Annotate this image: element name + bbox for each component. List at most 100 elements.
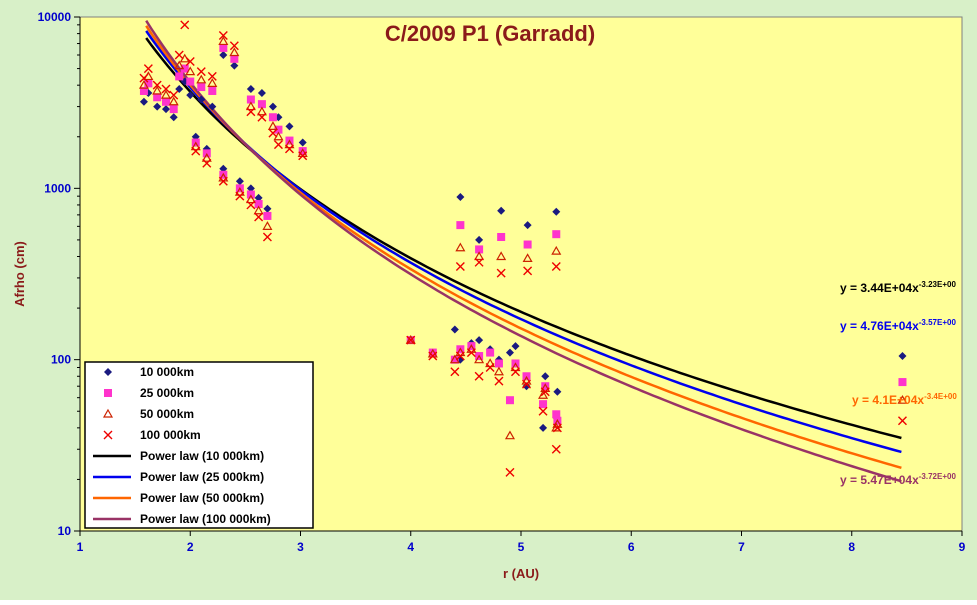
- data-point: [405, 334, 416, 344]
- data-point: [202, 158, 212, 168]
- data-point: [143, 64, 153, 74]
- legend-marker: [103, 430, 113, 440]
- data-point: [552, 410, 561, 419]
- data-point: [268, 113, 277, 122]
- data-point: [475, 336, 484, 345]
- data-point: [246, 200, 256, 210]
- data-point: [219, 51, 228, 60]
- axes: 1 2 3 4 5 6 7 8 9 10 100 1000 10000: [38, 10, 966, 554]
- data-point: [139, 86, 148, 95]
- data-point: [284, 144, 294, 154]
- data-point: [139, 73, 149, 83]
- data-points: [138, 20, 908, 477]
- data-point: [257, 89, 266, 98]
- data-point: [197, 83, 206, 92]
- data-point: [153, 102, 162, 111]
- data-point: [208, 102, 217, 111]
- data-point: [246, 107, 256, 117]
- data-point: [497, 206, 506, 215]
- y-tick-label: 1000: [44, 181, 71, 195]
- data-point: [551, 261, 561, 271]
- y-axis-title: Afrho (cm): [12, 241, 27, 307]
- data-point: [523, 266, 533, 276]
- data-point: [246, 184, 255, 193]
- chart-title: C/2009 P1 (Garradd): [385, 21, 595, 46]
- x-tick-label: 9: [959, 540, 966, 554]
- data-point: [510, 367, 520, 377]
- x-tick-label: 2: [187, 540, 194, 554]
- data-point: [207, 71, 217, 81]
- data-point: [428, 351, 438, 361]
- data-point: [169, 113, 178, 122]
- data-point: [898, 352, 907, 361]
- data-point: [139, 97, 148, 106]
- data-point: [510, 362, 521, 372]
- legend-label: 50 000km: [140, 407, 194, 421]
- data-point: [475, 235, 484, 244]
- data-point: [541, 372, 550, 381]
- data-point: [285, 122, 294, 131]
- data-point: [511, 342, 520, 351]
- data-point: [552, 207, 561, 216]
- data-point: [522, 253, 533, 262]
- trendline-equation: y = 5.47E+04x-3.72E+00: [840, 472, 956, 487]
- data-point: [466, 348, 476, 358]
- trendline-equations: y = 3.44E+04x-3.23E+00 y = 4.76E+04x-3.57…: [840, 280, 957, 487]
- data-point: [551, 245, 562, 255]
- legend-label: Power law (25 000km): [140, 470, 264, 484]
- data-point: [174, 60, 185, 70]
- data-point: [267, 121, 278, 130]
- data-point: [474, 354, 485, 364]
- data-point: [551, 444, 561, 454]
- data-point: [196, 74, 207, 84]
- data-point: [169, 105, 178, 114]
- data-point: [245, 101, 256, 111]
- data-point: [450, 325, 459, 334]
- data-point: [456, 193, 465, 202]
- x-tick-label: 7: [738, 540, 745, 554]
- legend-label: Power law (100 000km): [140, 512, 271, 526]
- data-point: [455, 351, 465, 361]
- x-tick-label: 8: [848, 540, 855, 554]
- data-point: [254, 212, 264, 222]
- trendline-equation: y = 3.44E+04x-3.23E+00: [840, 280, 956, 295]
- data-point: [168, 96, 179, 106]
- data-point: [152, 85, 163, 95]
- data-point: [263, 211, 272, 220]
- data-point: [186, 91, 195, 100]
- data-point: [268, 128, 278, 138]
- data-point: [474, 257, 484, 267]
- legend-box: [84, 361, 314, 529]
- data-point: [494, 359, 503, 368]
- data-point: [229, 41, 239, 51]
- data-point: [174, 50, 184, 60]
- legend: 10 000km 25 000km 50 000km 100 000km Power l…: [84, 361, 314, 529]
- fit-line-4: [145, 20, 902, 483]
- data-point: [218, 36, 229, 46]
- data-point: [493, 366, 504, 376]
- data-point: [273, 140, 283, 150]
- data-point: [254, 200, 263, 209]
- data-point: [539, 423, 548, 432]
- data-point: [218, 176, 228, 186]
- data-point: [169, 90, 179, 100]
- data-point: [897, 394, 908, 404]
- y-tick-label: 100: [51, 353, 71, 367]
- data-point: [180, 64, 189, 73]
- x-tick-label: 3: [297, 540, 304, 554]
- data-point: [208, 86, 217, 95]
- legend-label: 100 000km: [140, 428, 201, 442]
- data-point: [496, 268, 506, 278]
- data-point: [246, 95, 255, 104]
- data-point: [190, 141, 201, 151]
- data-point: [234, 186, 245, 196]
- data-point: [541, 382, 550, 391]
- legend-marker: [104, 368, 112, 376]
- data-point: [485, 363, 495, 373]
- data-point: [298, 147, 307, 156]
- data-point: [257, 112, 267, 122]
- data-point: [219, 43, 228, 52]
- data-point: [185, 56, 195, 66]
- data-point: [197, 95, 206, 104]
- data-point: [475, 245, 484, 254]
